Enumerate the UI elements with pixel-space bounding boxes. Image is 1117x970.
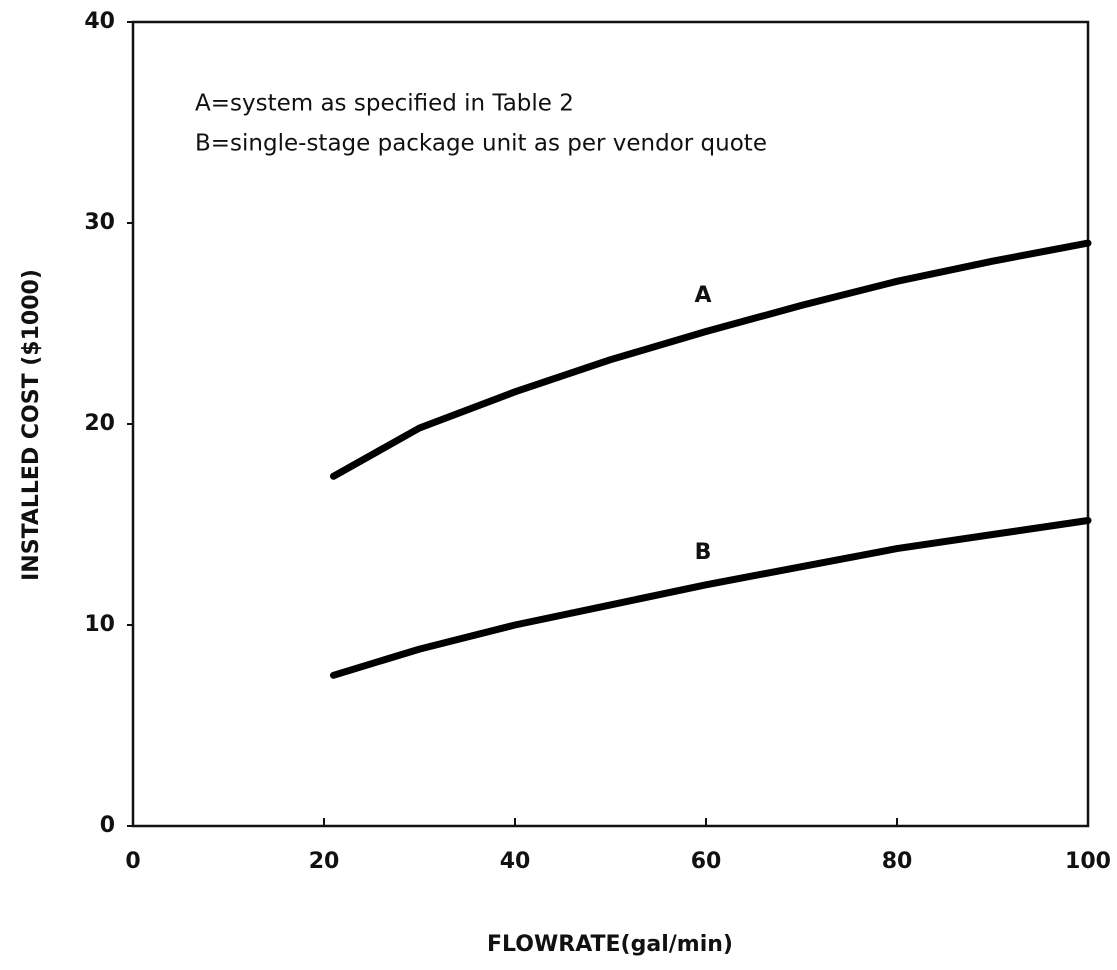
y-tick-label: 40 bbox=[84, 9, 115, 34]
x-tick-label: 100 bbox=[1065, 849, 1111, 874]
x-tick-label: 20 bbox=[309, 849, 340, 874]
y-tick-label: 10 bbox=[84, 612, 115, 637]
x-tick-label: 80 bbox=[882, 849, 913, 874]
y-tick-label: 0 bbox=[100, 813, 115, 838]
annotation: A=system as specified in Table 2 bbox=[195, 91, 574, 117]
series-line bbox=[330, 239, 1092, 480]
x-axis-label: FLOWRATE(gal/min) bbox=[487, 932, 733, 957]
series-line bbox=[330, 517, 1092, 679]
annotation: B=single-stage package unit as per vendo… bbox=[195, 131, 767, 157]
x-tick-label: 60 bbox=[691, 849, 722, 874]
x-tick-label: 0 bbox=[125, 849, 140, 874]
x-tick-label: 40 bbox=[500, 849, 531, 874]
series-label: A bbox=[694, 283, 711, 308]
y-tick-label: 30 bbox=[84, 210, 115, 235]
y-tick-label: 20 bbox=[84, 411, 115, 436]
y-axis-label: INSTALLED COST ($1000) bbox=[19, 269, 44, 581]
series-label: B bbox=[695, 540, 712, 565]
